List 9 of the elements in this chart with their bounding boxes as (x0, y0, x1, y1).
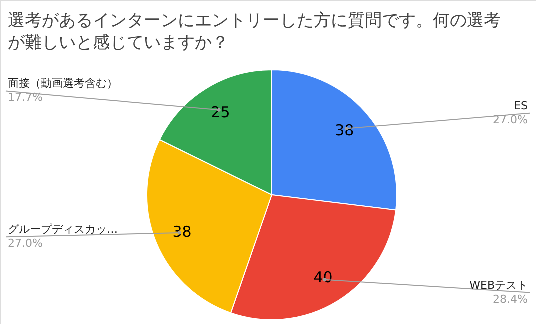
text: 17.7% (8, 91, 43, 104)
text: 27.0% (493, 113, 528, 126)
chart-title: 選考があるインターンにエントリーした方に質問です。何の選考が難しいと感じていますか？ (8, 11, 501, 53)
slice-label: ES (514, 99, 528, 112)
slice-label: WEBテスト (470, 278, 528, 292)
text: 27.0% (8, 237, 43, 250)
text: 28.4% (493, 292, 528, 306)
slice-label: 面接（動画選考含む） (8, 77, 118, 90)
slice-label: グループディスカッ… (8, 223, 118, 236)
